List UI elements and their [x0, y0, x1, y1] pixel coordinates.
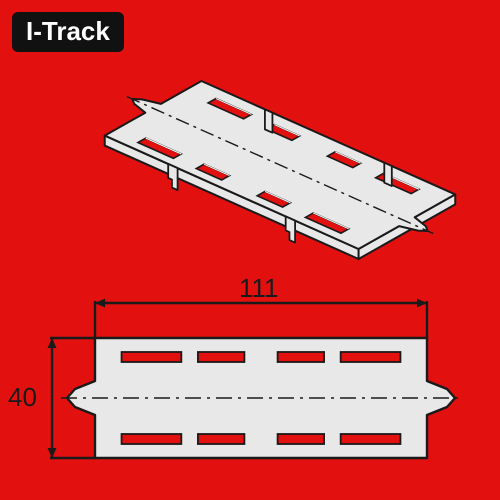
top-view: [0, 0, 500, 500]
dimension-height-label: 40: [8, 382, 37, 413]
dimension-width-label: 111: [239, 273, 279, 304]
